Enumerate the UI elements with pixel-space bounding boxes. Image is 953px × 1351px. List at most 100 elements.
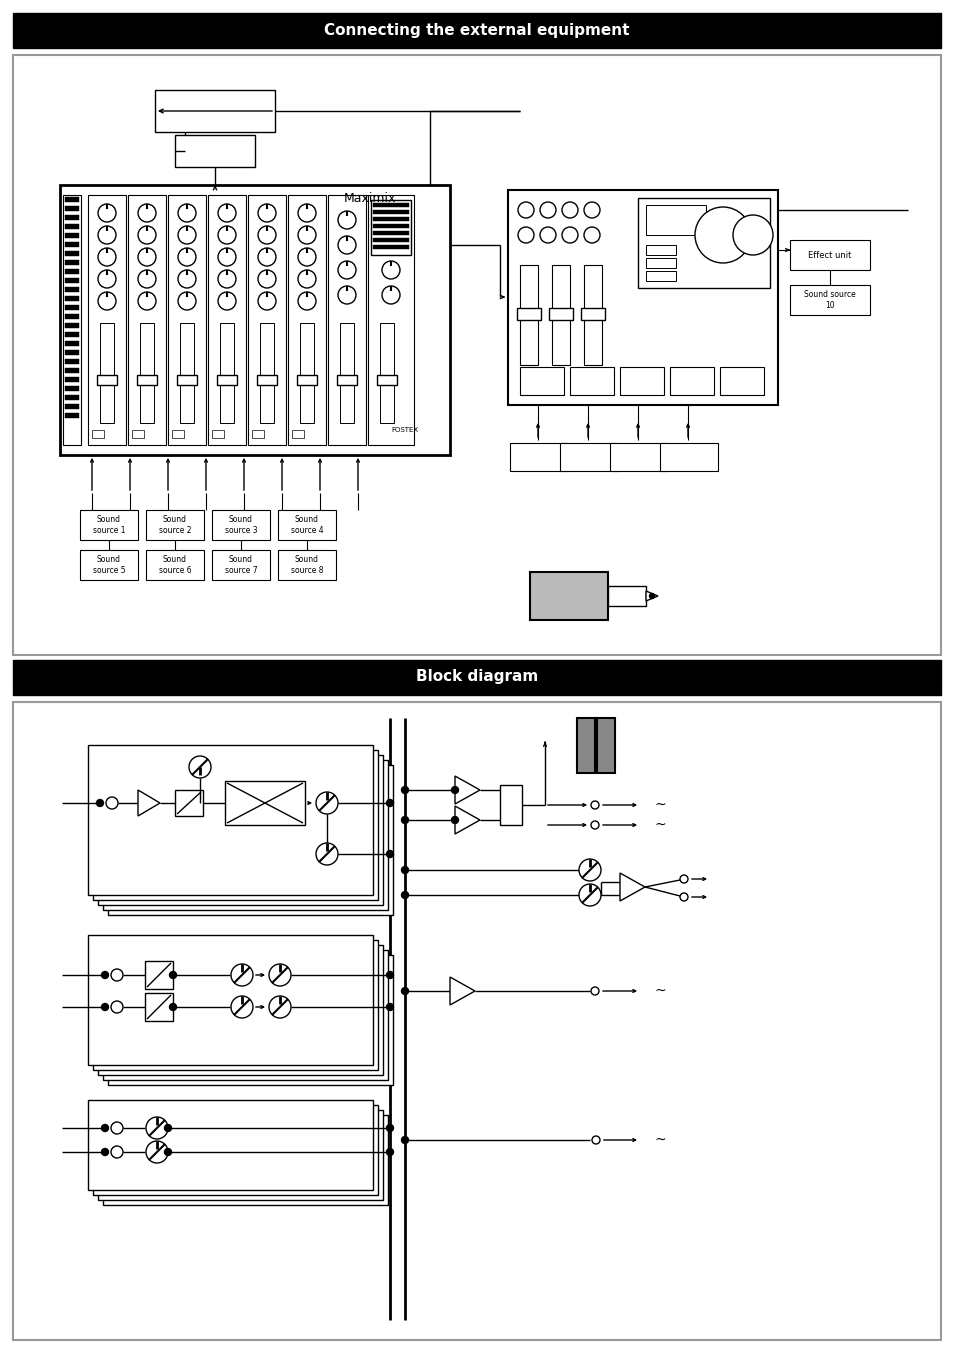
Bar [88, 1100, 373, 1190]
Circle shape [451, 786, 458, 793]
Bar [638, 199, 769, 288]
Circle shape [578, 859, 600, 881]
Bar [288, 195, 326, 444]
Circle shape [257, 226, 275, 245]
Bar [65, 278, 79, 282]
Text: Sound
source 4: Sound source 4 [291, 515, 323, 535]
Bar [65, 340, 79, 346]
Bar [98, 944, 382, 1075]
Bar [260, 323, 274, 423]
Circle shape [218, 226, 235, 245]
Circle shape [101, 1124, 109, 1132]
Bar [368, 195, 414, 444]
Circle shape [111, 1001, 123, 1013]
Text: Connecting the external equipment: Connecting the external equipment [324, 23, 629, 38]
Circle shape [218, 249, 235, 266]
Text: Sound
source 1: Sound source 1 [92, 515, 125, 535]
Bar [510, 443, 567, 471]
Circle shape [146, 1117, 168, 1139]
Bar [256, 376, 276, 385]
Bar [577, 717, 595, 773]
Bar [212, 550, 270, 580]
Circle shape [297, 270, 315, 288]
Circle shape [679, 875, 687, 884]
Circle shape [401, 892, 408, 898]
Circle shape [231, 996, 253, 1019]
Circle shape [539, 227, 556, 243]
Circle shape [337, 286, 355, 304]
Circle shape [101, 971, 109, 978]
Bar [65, 215, 79, 220]
Circle shape [679, 893, 687, 901]
Circle shape [315, 792, 337, 815]
Bar [499, 785, 521, 825]
Bar [100, 323, 113, 423]
Circle shape [386, 1148, 393, 1155]
Bar [65, 197, 79, 203]
Circle shape [401, 988, 408, 994]
Text: Sound
source 3: Sound source 3 [225, 515, 257, 535]
Bar [645, 205, 705, 235]
Text: ~: ~ [654, 1133, 665, 1147]
Bar [277, 509, 335, 540]
Bar [98, 1111, 382, 1200]
Circle shape [170, 971, 176, 978]
Bar [373, 224, 409, 228]
Bar [146, 509, 204, 540]
Bar [65, 286, 79, 292]
Bar [88, 744, 373, 894]
Circle shape [101, 1148, 109, 1155]
Bar [108, 765, 393, 915]
Circle shape [257, 292, 275, 309]
Circle shape [451, 816, 458, 824]
Bar [548, 308, 573, 320]
Circle shape [297, 226, 315, 245]
Bar [65, 232, 79, 238]
Bar [88, 195, 126, 444]
Circle shape [561, 227, 578, 243]
Polygon shape [138, 790, 160, 816]
Circle shape [592, 1136, 599, 1144]
Bar [180, 323, 193, 423]
Circle shape [401, 1136, 408, 1143]
Bar [65, 394, 79, 400]
Bar [65, 413, 79, 417]
Bar [65, 251, 79, 255]
Bar [91, 430, 104, 438]
Bar [145, 961, 172, 989]
Bar [65, 350, 79, 355]
Bar [65, 404, 79, 409]
Polygon shape [619, 873, 644, 901]
Bar [669, 367, 713, 394]
Circle shape [578, 884, 600, 907]
Bar [371, 200, 411, 255]
Bar [552, 265, 569, 365]
Bar [65, 242, 79, 247]
Text: Effect unit: Effect unit [807, 250, 851, 259]
Circle shape [297, 249, 315, 266]
Bar [559, 443, 618, 471]
Circle shape [381, 286, 399, 304]
Bar [103, 950, 388, 1079]
Circle shape [517, 227, 534, 243]
Bar [789, 285, 869, 315]
Bar [88, 935, 373, 1065]
Circle shape [257, 249, 275, 266]
Bar [609, 443, 667, 471]
Bar [92, 940, 377, 1070]
Circle shape [269, 965, 291, 986]
Bar [65, 296, 79, 301]
Circle shape [111, 1146, 123, 1158]
Circle shape [401, 866, 408, 874]
Bar [97, 376, 117, 385]
Bar [569, 367, 614, 394]
Text: Sound
source 8: Sound source 8 [291, 555, 323, 574]
Bar [373, 231, 409, 235]
Bar [597, 717, 615, 773]
Bar [517, 308, 540, 320]
Bar [65, 367, 79, 373]
Circle shape [98, 249, 116, 266]
Circle shape [386, 1124, 393, 1132]
Bar [645, 272, 676, 281]
Bar [789, 240, 869, 270]
